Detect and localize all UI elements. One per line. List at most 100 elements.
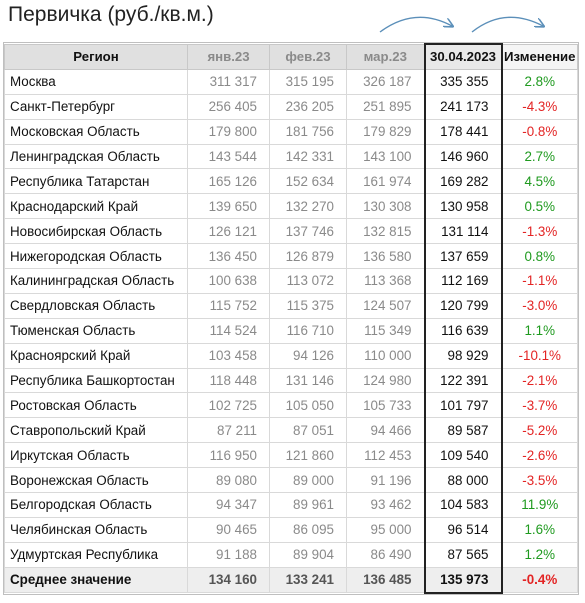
table-row: Свердловская Область 115 752 115 375 124 50…	[4, 292, 578, 319]
region-cell: Ростовская Область	[4, 392, 188, 419]
mar-value: 105 733	[346, 392, 425, 419]
feb-value: 126 879	[269, 243, 347, 270]
jan-value: 90 465	[187, 516, 270, 543]
region-cell: Свердловская Область	[4, 292, 188, 319]
table-row: Нижегородская Область 136 450 126 879 136 5…	[4, 243, 578, 270]
change-value: 2.8%	[501, 68, 578, 95]
current-value: 109 540	[423, 442, 503, 469]
change-value: 0.8%	[501, 243, 578, 270]
current-value: 137 659	[423, 243, 503, 270]
change-value: -0.8%	[501, 118, 578, 145]
jan-value: 139 650	[187, 193, 270, 220]
jan-value: 94 347	[187, 492, 270, 518]
change-value: -3.0%	[501, 292, 578, 319]
feb-value: 181 756	[269, 118, 347, 145]
change-value: -3.7%	[501, 392, 578, 419]
jan-value: 311 317	[187, 68, 270, 95]
change-value: -3.5%	[501, 467, 578, 494]
header-current: 30.04.2023	[423, 42, 503, 70]
mar-value: 143 100	[346, 143, 425, 170]
mar-value: 161 974	[346, 168, 425, 195]
region-cell: Санкт-Петербург	[4, 93, 188, 120]
table-row: Белгородская Область 94 347 89 961 93 462 10…	[4, 492, 578, 518]
current-value: 178 441	[423, 118, 503, 145]
price-table: Регион янв.23 фев.23 мар.23 30.04.2023 И…	[3, 42, 579, 595]
feb-value: 236 205	[269, 93, 347, 120]
feb-value: 87 051	[269, 417, 347, 444]
current-value: 96 514	[423, 516, 503, 543]
mar-value: 110 000	[346, 342, 425, 369]
arrow-icon-left	[379, 16, 452, 33]
mar-value: 179 829	[346, 118, 425, 145]
current-value: 116 639	[423, 317, 503, 344]
header-feb: фев.23	[269, 43, 347, 70]
current-value: 89 587	[423, 417, 503, 444]
current-value: 112 169	[423, 268, 503, 294]
mar-value: 93 462	[346, 492, 425, 518]
region-cell: Челябинская Область	[4, 516, 188, 543]
jan-value: 118 448	[187, 367, 270, 394]
region-cell: Удмуртская Республика	[4, 541, 188, 568]
feb-value: 315 195	[269, 68, 347, 95]
change-value: 4.5%	[501, 168, 578, 195]
region-cell: Ленинградская Область	[4, 143, 188, 170]
table-row: Воронежская Область 89 080 89 000 91 196 88 …	[4, 467, 578, 494]
change-value: -0.4%	[501, 566, 578, 594]
current-value: 104 583	[423, 492, 503, 518]
region-cell: Иркутская Область	[4, 442, 188, 469]
mar-value: 86 490	[346, 541, 425, 568]
current-value: 335 355	[423, 68, 503, 95]
region-cell: Тюменская Область	[4, 317, 188, 344]
jan-value: 91 188	[187, 541, 270, 568]
change-value: 2.7%	[501, 143, 578, 170]
table-row: Тюменская Область 114 524 116 710 115 349 11…	[4, 317, 578, 344]
jan-value: 102 725	[187, 392, 270, 419]
change-value: -2.1%	[501, 367, 578, 394]
mar-value: 124 507	[346, 292, 425, 319]
jan-value: 165 126	[187, 168, 270, 195]
change-value: 0.5%	[501, 193, 578, 220]
change-value: 1.2%	[501, 541, 578, 568]
feb-value: 89 000	[269, 467, 347, 494]
table-row: Калининградская Область 100 638 113 072 113…	[4, 268, 578, 294]
table-row: Московская Область 179 800 181 756 179 829 1…	[4, 118, 578, 145]
current-value: 122 391	[423, 367, 503, 394]
region-cell: Московская Область	[4, 118, 188, 145]
table-row: Республика Башкортостан 118 448 131 146 124…	[4, 367, 578, 394]
table-row: Иркутская Область 116 950 121 860 112 453 10…	[4, 442, 578, 469]
jan-value: 116 950	[187, 442, 270, 469]
mar-value: 136 580	[346, 243, 425, 270]
current-value: 135 973	[423, 566, 503, 594]
change-value: -4.3%	[501, 93, 578, 120]
jan-value: 114 524	[187, 317, 270, 344]
change-value: 11.9%	[501, 492, 578, 518]
current-value: 88 000	[423, 467, 503, 494]
jan-value: 136 450	[187, 243, 270, 270]
feb-value: 152 634	[269, 168, 347, 195]
feb-value: 89 904	[269, 541, 347, 568]
mar-value: 132 815	[346, 218, 425, 245]
feb-value: 115 375	[269, 292, 347, 319]
table-row: Краснодарский Край 139 650 132 270 130 308 1…	[4, 193, 578, 220]
change-value: 1.6%	[501, 516, 578, 543]
table-row: Ставропольский Край 87 211 87 051 94 466 89 …	[4, 417, 578, 444]
region-cell: Ставропольский Край	[4, 417, 188, 444]
region-cell: Республика Башкортостан	[4, 367, 188, 394]
feb-value: 86 095	[269, 516, 347, 543]
feb-value: 94 126	[269, 342, 347, 369]
region-cell: Москва	[4, 68, 188, 95]
jan-value: 87 211	[187, 417, 270, 444]
current-value: 131 114	[423, 218, 503, 245]
average-row: Среднее значение 134 160 133 241 136 485 135…	[4, 566, 578, 594]
region-cell: Калининградская Область	[4, 268, 188, 294]
feb-value: 133 241	[269, 566, 347, 594]
jan-value: 179 800	[187, 118, 270, 145]
table-row: Новосибирская Область 126 121 137 746 132 8…	[4, 218, 578, 245]
page-title: Первичка (руб./кв.м.)	[8, 3, 214, 26]
current-value: 130 958	[423, 193, 503, 220]
region-cell: Краснодарский Край	[4, 193, 188, 220]
header-row: Регион янв.23 фев.23 мар.23 30.04.2023 И…	[4, 42, 578, 70]
mar-value: 251 895	[346, 93, 425, 120]
mar-value: 124 980	[346, 367, 425, 394]
region-cell: Республика Татарстан	[4, 168, 188, 195]
